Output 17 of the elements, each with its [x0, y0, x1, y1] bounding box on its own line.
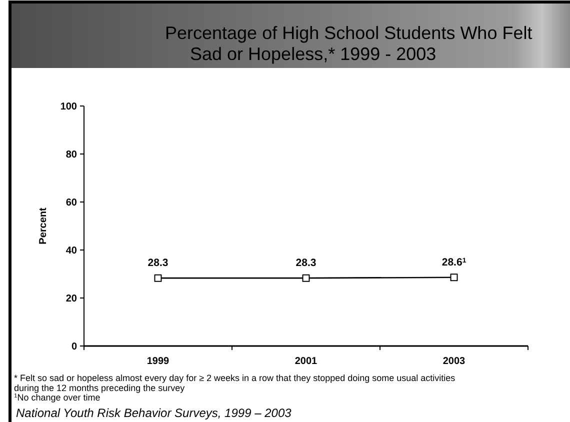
text: National Youth Risk Behavior Surveys, 1999 – 2003: [16, 406, 292, 420]
text: * Felt so sad or hopeless almost every day for ≥ 2 weeks in a row that they stopped doing some usual activities during the 12 months preceding the survey: [14, 373, 456, 393]
x-tick-label: 2003: [442, 356, 466, 367]
chart-title: Percentage of High School Students Who Felt Sad or Hopeless,* 1999 - 2003: [165, 23, 532, 64]
data-label: 28.3: [148, 257, 168, 270]
y-tick-label: 80: [66, 150, 78, 160]
data-label: 28.3: [296, 257, 316, 270]
y-tick-label: 20: [66, 294, 78, 304]
text: $^{1}$No change over time: [14, 392, 100, 403]
data-label: 28.6$^{1}$: [442, 256, 466, 268]
y-tick-label: 0: [71, 342, 78, 352]
x-tick-label: 2001: [294, 356, 318, 367]
y-axis-title: Percent: [38, 206, 49, 244]
y-tick-label: 60: [66, 198, 78, 208]
x-tick-label: 1999: [146, 356, 170, 367]
y-tick-label: 100: [60, 102, 78, 112]
y-tick-label: 40: [66, 246, 78, 256]
